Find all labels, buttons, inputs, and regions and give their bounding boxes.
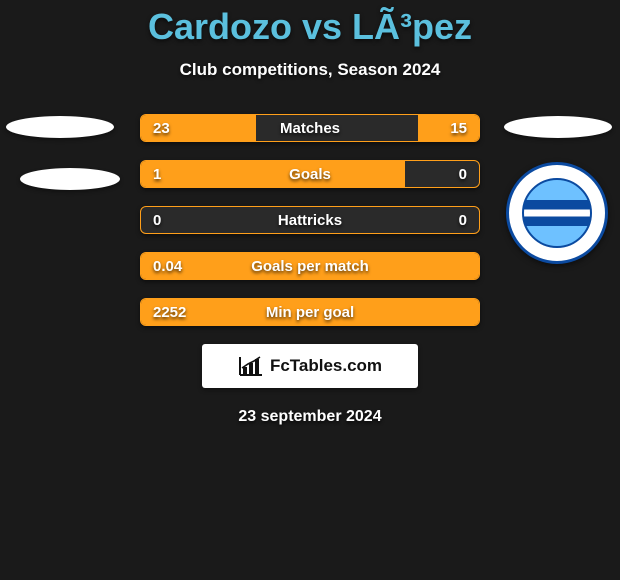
stat-value-right: 0 — [459, 161, 467, 187]
date-line: 23 september 2024 — [0, 408, 620, 426]
stat-row: 0.04Goals per match — [140, 252, 480, 280]
stat-value-right: 15 — [450, 115, 467, 141]
page-title: Cardozo vs LÃ³pez — [0, 0, 620, 48]
brand-text: FcTables.com — [270, 356, 382, 376]
left-player-graphic — [6, 114, 116, 190]
placeholder-ellipse — [6, 116, 114, 138]
stat-row: 2252Min per goal — [140, 298, 480, 326]
club-crest-inner — [522, 178, 592, 248]
content: 23Matches151Goals00Hattricks00.04Goals p… — [0, 114, 620, 426]
stat-row: 0Hattricks0 — [140, 206, 480, 234]
stat-row: 1Goals0 — [140, 160, 480, 188]
placeholder-ellipse — [20, 168, 120, 190]
stat-value-right: 0 — [459, 207, 467, 233]
stat-row: 23Matches15 — [140, 114, 480, 142]
stat-label: Matches — [141, 115, 479, 141]
stat-bars: 23Matches151Goals00Hattricks00.04Goals p… — [140, 114, 480, 326]
placeholder-ellipse — [504, 116, 612, 138]
stat-label: Hattricks — [141, 207, 479, 233]
brand-box: FcTables.com — [202, 344, 418, 388]
stat-label: Min per goal — [141, 299, 479, 325]
subtitle: Club competitions, Season 2024 — [0, 60, 620, 80]
right-player-graphic — [504, 114, 614, 264]
stat-label: Goals per match — [141, 253, 479, 279]
club-crest — [506, 162, 608, 264]
brand-chart-icon — [238, 355, 264, 377]
stat-label: Goals — [141, 161, 479, 187]
